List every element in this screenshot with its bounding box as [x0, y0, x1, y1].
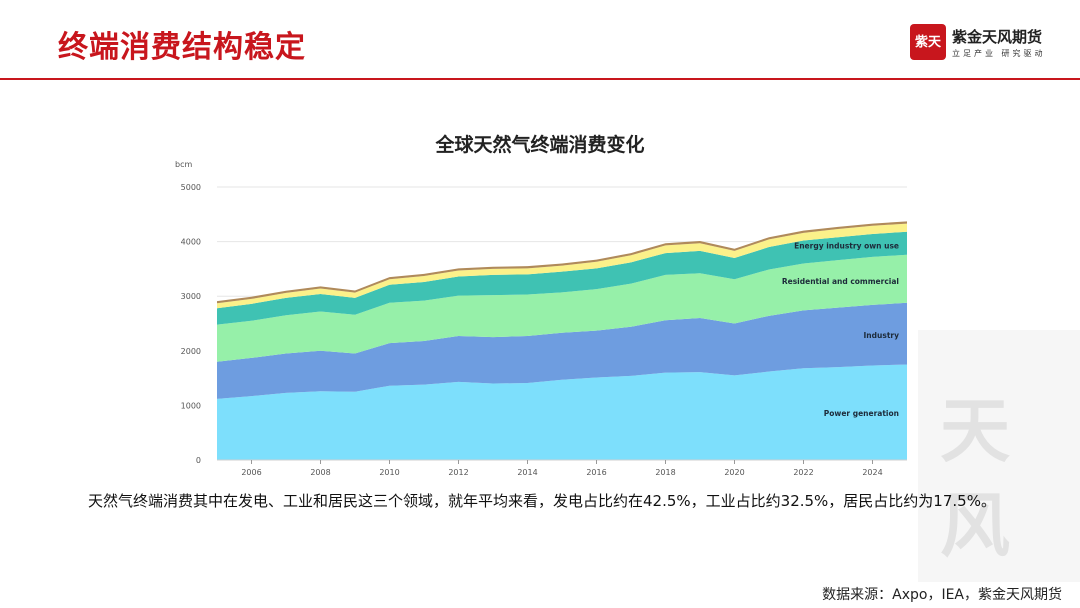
page-title: 终端消费结构稳定: [58, 30, 306, 65]
y-axis-unit-label: bcm: [175, 160, 192, 169]
series-label: Residential and commercial: [782, 277, 899, 286]
x-tick-label: 2016: [586, 468, 606, 475]
watermark-char: 风: [940, 484, 1010, 567]
x-tick-label: 2022: [793, 468, 813, 475]
header-divider: [0, 78, 1080, 80]
x-tick-label: 2008: [310, 468, 330, 475]
x-tick-label: 2010: [379, 468, 399, 475]
x-tick-label: 2020: [724, 468, 744, 475]
brand-name: 紫金天风期货: [952, 28, 1043, 46]
x-tick-label: 2018: [655, 468, 675, 475]
y-tick-label: 1000: [181, 401, 201, 410]
series-label: Industry: [864, 331, 900, 340]
y-tick-label: 5000: [181, 183, 201, 192]
area-series: [217, 302, 907, 399]
y-tick-label: 3000: [181, 292, 201, 301]
x-tick-label: 2014: [517, 468, 537, 475]
data-source: 数据来源：Axpo，IEA，紫金天风期货: [822, 587, 1062, 603]
area-chart: 0 1000 2000 3000 4000 5000 bcm 2006 2008 2010 2012…: [175, 160, 907, 475]
y-tick-label: 0: [196, 456, 201, 465]
x-tick-label: 2024: [862, 468, 882, 475]
x-tick-label: 2012: [448, 468, 468, 475]
area-series: [217, 223, 907, 309]
watermark-seal: [918, 330, 1080, 582]
series-label: Energy industry own use: [794, 241, 899, 250]
chart-title: 全球天然气终端消费变化: [435, 134, 645, 156]
area-series: [217, 254, 907, 362]
y-tick-label: 2000: [181, 347, 201, 356]
brand-logo: 紫天: [910, 24, 946, 60]
watermark-char: 天: [940, 389, 1010, 472]
y-tick-label: 4000: [181, 238, 201, 247]
chart-caption: 天然气终端消费其中在发电、工业和居民这三个领域，就年平均来看，发电占比约在42.…: [88, 492, 996, 510]
x-tick-label: 2006: [241, 468, 261, 475]
series-label: Power generation: [824, 409, 899, 418]
area-series: [217, 231, 907, 325]
brand-slogan: 立足产业 研究驱动: [952, 49, 1046, 58]
area-series: [217, 364, 907, 460]
